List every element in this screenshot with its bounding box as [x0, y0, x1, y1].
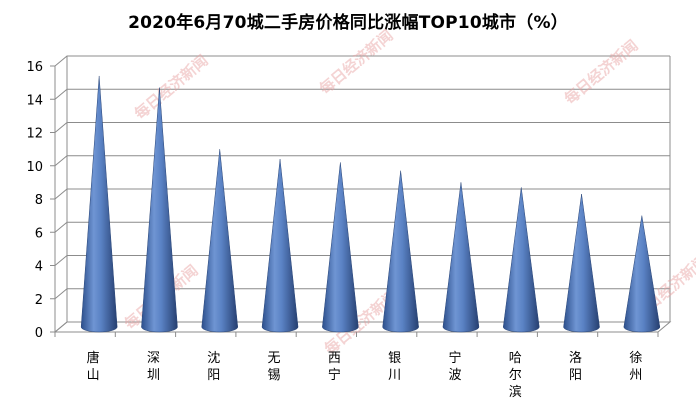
y-tick-label: 4 [35, 260, 43, 275]
bar [623, 215, 661, 333]
x-tick-label: 沈阳 [207, 351, 220, 383]
x-tick-label: 深圳 [147, 351, 160, 383]
x-tick-label: 无锡 [268, 351, 281, 383]
watermark-text: 每日经济新闻 [316, 26, 397, 98]
chart-title: 2020年6月70城二手房价格同比涨幅TOP10城市（%） [128, 13, 568, 33]
bar-cone [442, 182, 480, 333]
x-tick-label: 宁波 [448, 350, 461, 383]
gridline [54, 122, 670, 133]
gridline [54, 188, 670, 200]
bars-layer [80, 75, 661, 333]
x-tick-label: 西宁 [328, 351, 341, 383]
bar [322, 162, 359, 333]
watermark-text: 每日经济新闻 [561, 36, 642, 108]
bar-cone [141, 87, 178, 333]
bar-cone [261, 159, 299, 333]
y-tick-label: 6 [35, 226, 43, 241]
bar-cone [502, 187, 540, 333]
axis-layer: 0 2 4 6 8 10 12 14 16 唐山 深圳 沈阳 无锡 西宁 银川 宁波 哈尔滨 洛阳 徐州 [26, 60, 659, 400]
y-tick-label: 8 [35, 193, 43, 208]
x-tick-label: 洛阳 [569, 351, 582, 383]
y-tick-label: 0 [35, 326, 43, 341]
bar-cone [382, 170, 419, 333]
gridline [54, 155, 670, 167]
y-tick-label: 16 [26, 60, 43, 75]
bar [201, 149, 239, 333]
bar [80, 75, 118, 333]
x-tick-label: 唐山 [87, 350, 100, 383]
x-tick-label: 银川 [388, 351, 401, 383]
bar-cone [623, 215, 661, 333]
x-tick-label: 哈尔滨 [509, 351, 522, 400]
bar [502, 187, 540, 333]
bar [261, 159, 299, 333]
y-tick-label: 10 [26, 160, 43, 175]
bar [382, 170, 419, 333]
bar [563, 193, 600, 333]
bar-cone [563, 193, 600, 333]
bar [442, 182, 480, 333]
bar [141, 87, 178, 333]
bar-cone [322, 162, 359, 333]
watermark-text: 每日经济新闻 [131, 51, 212, 123]
x-tick-label: 徐州 [629, 351, 642, 383]
bar-cone [80, 75, 118, 333]
bar-cone [201, 149, 239, 333]
y-tick-label: 2 [35, 293, 43, 308]
y-tick-label: 12 [26, 127, 43, 142]
y-tick-label: 14 [26, 93, 43, 108]
